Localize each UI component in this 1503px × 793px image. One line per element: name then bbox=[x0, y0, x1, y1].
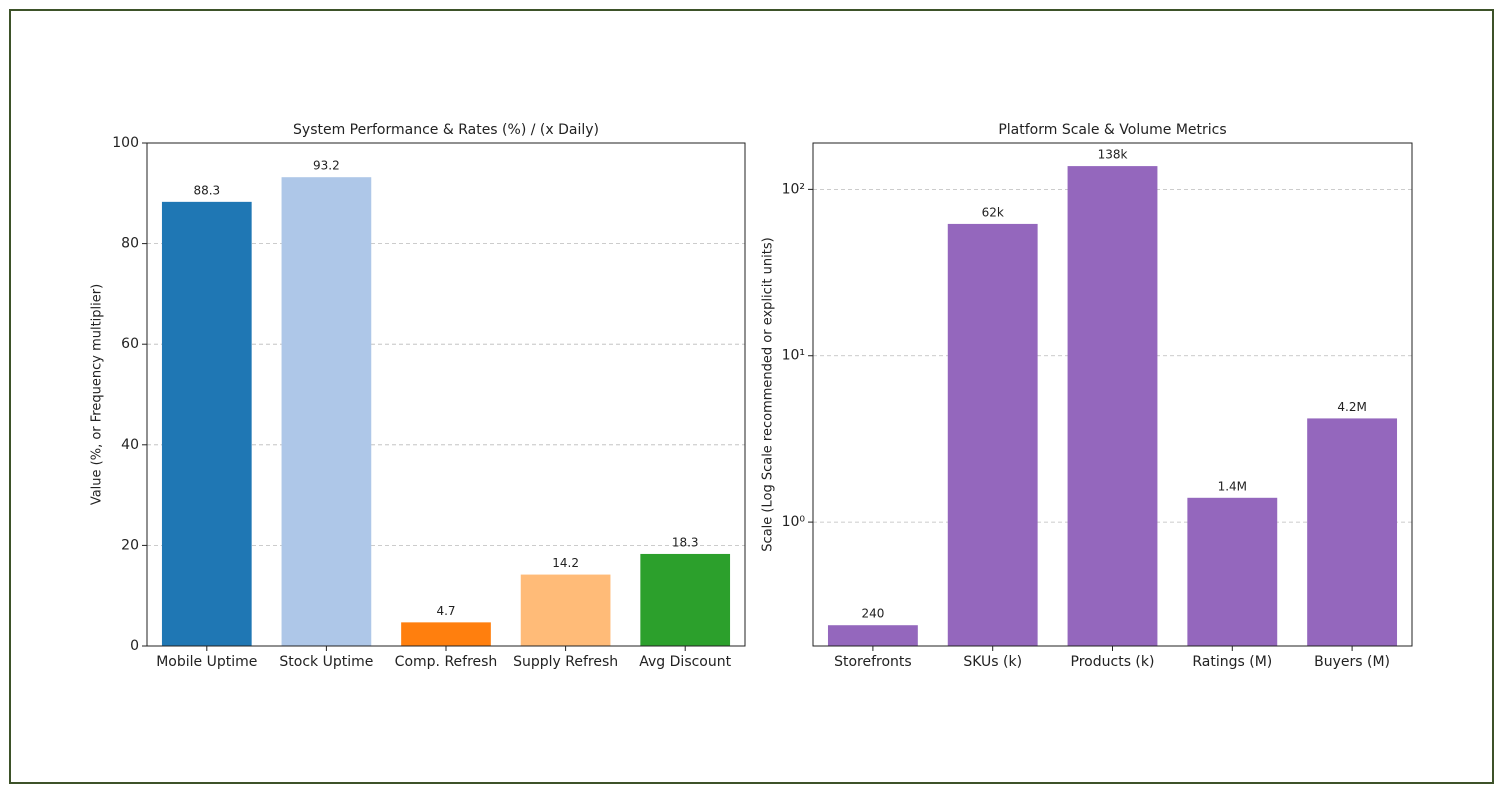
y-tick-label: 40 bbox=[121, 437, 139, 453]
y-tick-label: 10¹ bbox=[782, 348, 805, 364]
value-label: 240 bbox=[861, 607, 884, 621]
value-label: 1.4M bbox=[1218, 479, 1247, 493]
x-tick-label: Avg Discount bbox=[639, 654, 731, 670]
y-tick-label: 100 bbox=[112, 135, 139, 151]
y-axis-label: Value (%, or Frequency multiplier) bbox=[90, 284, 105, 505]
bar bbox=[947, 223, 1038, 646]
x-tick-label: Products (k) bbox=[1071, 654, 1155, 670]
value-label: 138k bbox=[1098, 148, 1128, 162]
value-label: 88.3 bbox=[193, 183, 220, 197]
bar bbox=[281, 177, 372, 647]
chart-title: System Performance & Rates (%) / (x Dail… bbox=[293, 122, 599, 138]
x-tick-label: Storefronts bbox=[834, 654, 912, 670]
x-tick-label: Mobile Uptime bbox=[156, 654, 257, 670]
x-tick-label: Stock Uptime bbox=[279, 654, 373, 670]
y-tick-label: 60 bbox=[121, 336, 139, 352]
chart-title: Platform Scale & Volume Metrics bbox=[998, 122, 1226, 138]
y-tick-label: 10⁰ bbox=[782, 514, 806, 530]
bar bbox=[1067, 166, 1158, 646]
y-tick-label: 80 bbox=[121, 236, 139, 252]
y-tick-label: 10² bbox=[782, 181, 805, 197]
bar bbox=[640, 553, 731, 646]
x-tick-label: Supply Refresh bbox=[513, 654, 618, 670]
bar bbox=[1187, 497, 1278, 646]
x-tick-label: Comp. Refresh bbox=[395, 654, 498, 670]
bar bbox=[827, 625, 918, 646]
bar bbox=[401, 622, 491, 646]
value-label: 93.2 bbox=[313, 159, 340, 173]
bar bbox=[161, 201, 252, 646]
x-tick-label: Ratings (M) bbox=[1192, 654, 1272, 670]
value-label: 4.2M bbox=[1337, 400, 1366, 414]
x-tick-label: SKUs (k) bbox=[963, 654, 1022, 670]
axes-frame bbox=[146, 142, 746, 647]
y-axis-label: Scale (Log Scale recommended or explicit… bbox=[761, 237, 776, 551]
bar bbox=[520, 574, 611, 646]
value-label: 4.7 bbox=[436, 604, 455, 618]
value-label: 14.2 bbox=[552, 556, 579, 570]
frame bbox=[9, 9, 1494, 784]
y-tick-label: 0 bbox=[130, 638, 139, 654]
y-tick-label: 20 bbox=[121, 537, 139, 553]
x-tick-label: Buyers (M) bbox=[1314, 654, 1390, 670]
bar bbox=[1307, 418, 1398, 646]
value-label: 62k bbox=[982, 205, 1004, 219]
axes-frame bbox=[812, 142, 1413, 647]
value-label: 18.3 bbox=[672, 535, 699, 549]
